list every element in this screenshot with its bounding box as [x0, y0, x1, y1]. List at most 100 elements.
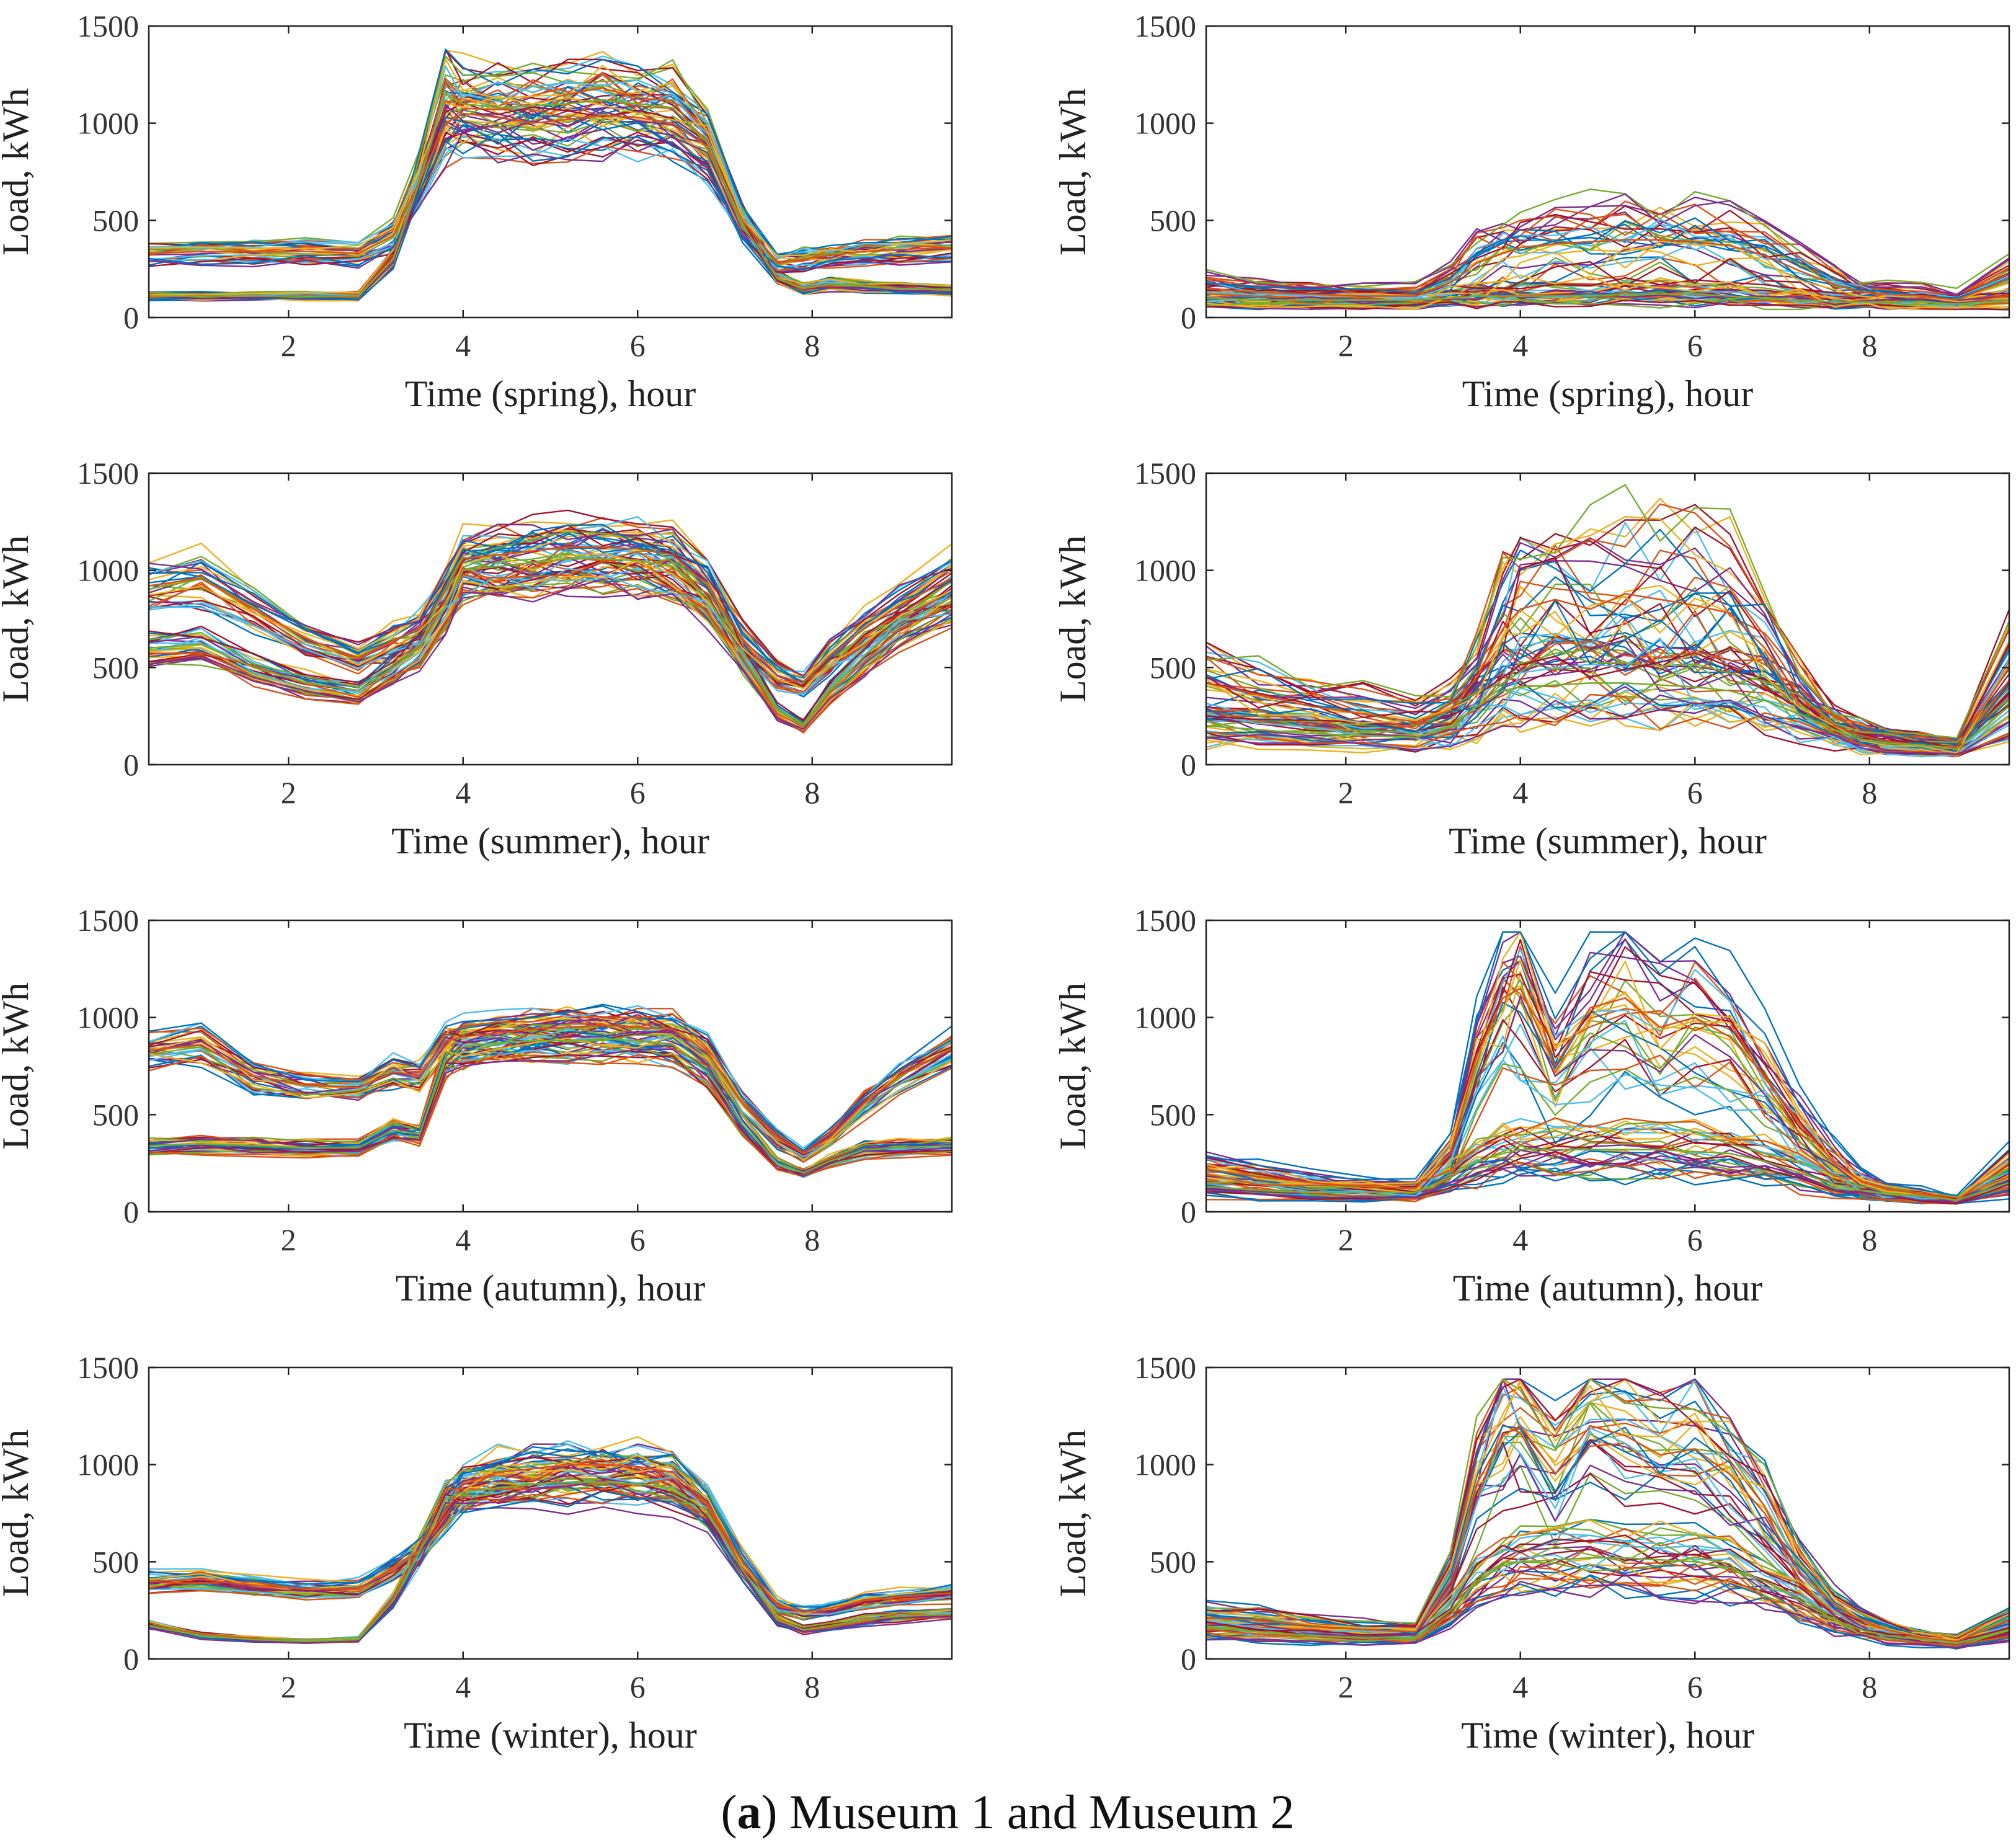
panel-m2-autumn: 2 4 6 8 0 500 1000 1500 Time (autumn), hour Load,… — [1052, 903, 2010, 1309]
y-tick-label: 1500 — [77, 903, 139, 938]
series-line — [1206, 1416, 2009, 1644]
series-line — [149, 578, 952, 730]
series-line — [1206, 301, 2009, 311]
series-ref-base — [1206, 239, 2009, 301]
y-tick-label: 500 — [1150, 203, 1196, 238]
series-line — [149, 96, 952, 257]
series-line — [1206, 290, 2009, 306]
y-tick-label: 0 — [123, 747, 139, 782]
plot-frame — [148, 25, 953, 319]
series-ref-high — [149, 1464, 952, 1614]
series-ref-base — [1206, 1557, 2009, 1645]
series-group — [1206, 931, 2009, 1205]
panel-m2-spring: 2 4 6 8 0 500 1000 1500 Time (spring), hour Load,… — [1052, 9, 2010, 414]
series-line — [1206, 1534, 2009, 1643]
series-line — [1206, 484, 2009, 739]
x-tick-label: 8 — [1862, 328, 1877, 363]
y-axis-label: Load, kWh — [1052, 88, 1093, 256]
series-line — [1206, 1427, 2009, 1644]
caption-text: Museum 1 and Museum 2 — [777, 1785, 1294, 1839]
series-line — [1206, 557, 2009, 749]
series-line — [149, 1013, 952, 1154]
series-line — [1206, 1378, 2009, 1640]
y-tick-label: 500 — [1150, 1097, 1196, 1132]
figure-caption: (a) Museum 1 and Museum 2 — [721, 1785, 1294, 1839]
chart-panels: 2 4 6 8 0 500 1000 1500 Time (spring), hour Load,… — [0, 9, 2010, 1756]
series-line — [149, 79, 952, 260]
series-line — [149, 1466, 952, 1615]
series-line — [149, 553, 952, 690]
y-axis-label: Load, kWh — [0, 88, 36, 256]
series-line — [1206, 528, 2009, 745]
y-tick-label: 1500 — [1134, 903, 1196, 938]
x-tick-label: 8 — [804, 1669, 820, 1704]
series-ref-flat — [1206, 293, 2009, 305]
series-line — [149, 1472, 952, 1643]
x-tick-label: 2 — [1338, 1222, 1354, 1257]
series-line — [149, 1446, 952, 1613]
series-line — [1206, 931, 2009, 1199]
series-line — [149, 79, 952, 297]
y-tick-label: 0 — [1181, 300, 1196, 335]
series-line — [1206, 931, 2009, 1198]
series-line — [149, 1451, 952, 1608]
y-tick-label: 0 — [1181, 747, 1196, 782]
series-line — [1206, 1378, 2009, 1640]
x-axis-label: Time (winter), hour — [1461, 1715, 1754, 1756]
series-line — [1206, 503, 2009, 744]
series-group — [1206, 188, 2009, 311]
series-line — [149, 1019, 952, 1154]
series-line — [1206, 971, 2009, 1203]
panel-m2-summer: 2 4 6 8 0 500 1000 1500 Time (summer), hour Load,… — [1052, 456, 2010, 861]
x-tick-label: 4 — [1512, 775, 1528, 810]
y-tick-label: 0 — [123, 300, 139, 335]
x-tick-label: 8 — [804, 775, 820, 810]
series-ref-high — [149, 1024, 952, 1155]
series-line — [149, 1054, 952, 1178]
y-tick-label: 1000 — [77, 1447, 139, 1482]
y-tick-label: 1500 — [1134, 1350, 1196, 1385]
x-axis-label: Time (autumn), hour — [396, 1268, 705, 1309]
series-line — [149, 101, 952, 300]
y-tick-label: 500 — [92, 650, 139, 685]
series-line — [1206, 970, 2009, 1202]
y-tick-label: 500 — [1150, 650, 1196, 685]
series-line — [149, 1485, 952, 1644]
series-line — [1206, 274, 2009, 311]
x-tick-label: 6 — [630, 1669, 646, 1704]
series-line — [149, 1054, 952, 1175]
series-line — [149, 1047, 952, 1175]
y-axis-label: Load, kWh — [1052, 535, 1093, 703]
caption-letter: a — [737, 1785, 761, 1839]
series-line — [149, 567, 952, 696]
y-tick-label: 1000 — [1134, 553, 1196, 588]
series-line — [1206, 1002, 2009, 1204]
x-tick-label: 6 — [1687, 328, 1703, 363]
x-tick-label: 8 — [1862, 1669, 1877, 1704]
y-tick-label: 0 — [1181, 1642, 1196, 1676]
x-tick-label: 8 — [1862, 1222, 1877, 1257]
series-ref-peak — [1206, 592, 2009, 749]
series-line — [1206, 1425, 2009, 1642]
x-tick-label: 6 — [630, 328, 646, 363]
series-line — [1206, 693, 2009, 756]
series-line — [1206, 283, 2009, 303]
series-line — [1206, 300, 2009, 311]
series-line — [1206, 648, 2009, 744]
y-tick-label: 500 — [1150, 1544, 1196, 1579]
series-ref-peak — [1206, 987, 2009, 1201]
series-line — [1206, 1116, 2009, 1199]
series-line — [149, 558, 952, 728]
series-line — [149, 86, 952, 256]
y-tick-label: 1500 — [77, 1350, 139, 1385]
x-tick-label: 6 — [630, 1222, 646, 1257]
series-line — [149, 1003, 952, 1152]
series-line — [149, 97, 952, 260]
y-axis-label: Load, kWh — [0, 1429, 36, 1597]
series-line — [149, 1488, 952, 1644]
caption-open-paren: ( — [721, 1785, 737, 1839]
series-line — [1206, 537, 2009, 740]
y-tick-label: 1500 — [77, 9, 139, 43]
series-line — [1206, 595, 2009, 754]
x-tick-label: 2 — [281, 1669, 296, 1704]
